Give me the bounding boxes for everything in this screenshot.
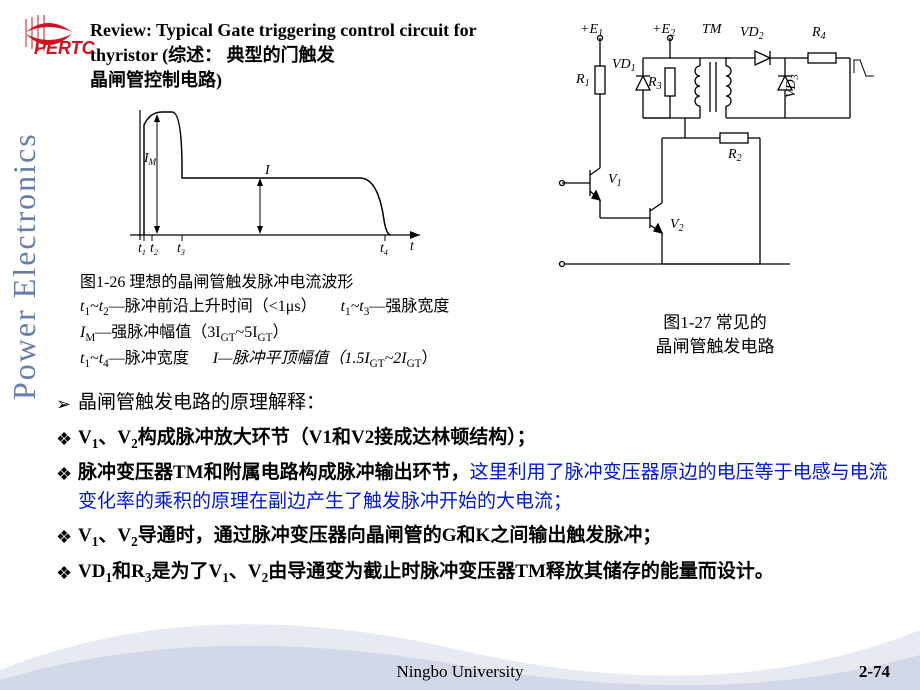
svg-text:PERTC: PERTC bbox=[34, 38, 96, 58]
waveform-figure: IM I t t1 t2 t3 t4 bbox=[110, 100, 530, 265]
svg-text:V2: V2 bbox=[670, 217, 684, 234]
footer-university: Ningbo University bbox=[0, 662, 920, 682]
caption-127-l2: 晶闸管触发电路 bbox=[656, 337, 775, 356]
right-column: +E1 +E2 TM VD2 R4 VD1 R1 R3 VD3 R2 V1 V2… bbox=[540, 18, 890, 373]
svg-text:VD1: VD1 bbox=[612, 57, 636, 74]
svg-text:IM: IM bbox=[143, 151, 157, 167]
caption-127-l1: 图1-27 常见的 bbox=[663, 313, 766, 332]
caption-127: 图1-27 常见的 晶闸管触发电路 bbox=[540, 311, 890, 359]
title-line1: Review: Typical Gate triggering control … bbox=[90, 20, 477, 40]
left-column: Review: Typical Gate triggering control … bbox=[60, 18, 530, 373]
svg-text:t4: t4 bbox=[380, 241, 388, 257]
slide: PERTC Power Electronics Review: Typical … bbox=[0, 0, 920, 690]
svg-text:R3: R3 bbox=[647, 75, 662, 92]
bullet-diamond: ❖ bbox=[56, 424, 78, 454]
svg-text:V1: V1 bbox=[608, 172, 622, 189]
svg-text:+E1: +E1 bbox=[580, 22, 603, 39]
point-1: ➢ 晶闸管触发电路的原理解释： bbox=[56, 389, 890, 418]
point-1-text: 晶闸管触发电路的原理解释： bbox=[78, 389, 890, 418]
svg-text:VD2: VD2 bbox=[740, 25, 764, 42]
slide-title: Review: Typical Gate triggering control … bbox=[90, 18, 530, 94]
svg-text:t1: t1 bbox=[138, 241, 146, 257]
title-line2: thyristor (综述： 典型的门触发 bbox=[90, 45, 335, 65]
svg-text:t3: t3 bbox=[177, 241, 185, 257]
svg-text:t2: t2 bbox=[150, 241, 158, 257]
svg-text:R2: R2 bbox=[727, 147, 742, 164]
svg-text:+E2: +E2 bbox=[652, 22, 675, 39]
title-line3: 晶闸管控制电路) bbox=[90, 70, 222, 90]
logo: PERTC bbox=[22, 12, 114, 65]
swoosh-decoration bbox=[0, 490, 920, 690]
caption-126-line1: t1~t2—脉冲前沿上升时间（<1μs） t1~t3—强脉宽度 bbox=[80, 295, 530, 321]
top-row: Review: Typical Gate triggering control … bbox=[60, 18, 890, 373]
point-2-text: V1、V2构成脉冲放大环节（V1和V2接成达林顿结构）； bbox=[78, 424, 890, 454]
logo-graphic: PERTC bbox=[22, 12, 114, 60]
bullet-arrow: ➢ bbox=[56, 389, 78, 418]
sidebar-label: Power Electronics bbox=[6, 132, 43, 400]
waveform-svg: IM I t t1 t2 t3 t4 bbox=[110, 100, 440, 260]
svg-text:R4: R4 bbox=[811, 25, 826, 42]
caption-126: 图1-26 理想的晶闸管触发脉冲电流波形 t1~t2—脉冲前沿上升时间（<1μs… bbox=[80, 271, 530, 373]
svg-text:R1: R1 bbox=[575, 72, 590, 89]
circuit-diagram: +E1 +E2 TM VD2 R4 VD1 R1 R3 VD3 R2 V1 V2 bbox=[540, 18, 890, 298]
svg-text:TM: TM bbox=[702, 22, 723, 37]
caption-126-line2: IM—强脉冲幅值（3IGT~5IGT） bbox=[80, 321, 530, 347]
caption-126-title: 图1-26 理想的晶闸管触发脉冲电流波形 bbox=[80, 271, 530, 295]
caption-126-line3: t1~t4—脉冲宽度 I—脉冲平顶幅值（1.5IGT~2IGT） bbox=[80, 347, 530, 373]
page-number: 2-74 bbox=[859, 662, 890, 682]
svg-text:I: I bbox=[264, 163, 271, 178]
svg-text:t: t bbox=[410, 239, 415, 254]
point-2: ❖ V1、V2构成脉冲放大环节（V1和V2接成达林顿结构）； bbox=[56, 424, 890, 454]
